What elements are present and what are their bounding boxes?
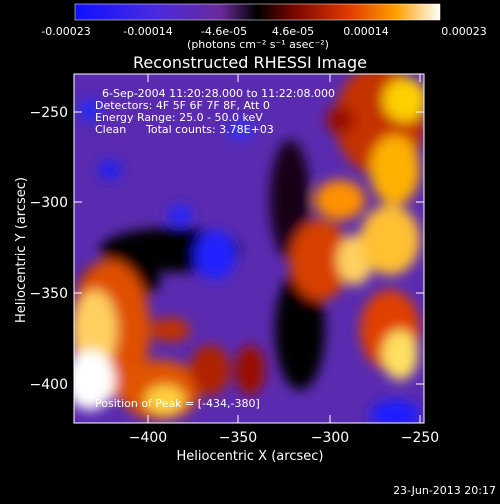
plot-frame — [73, 73, 425, 424]
time-range: 6-Sep-2004 11:20:28.000 to 11:22:08.000 — [102, 87, 335, 100]
colorbar-tick-label: 4.6e-05 — [272, 25, 314, 38]
chart-title: Reconstructed RHESSI Image — [133, 53, 367, 72]
y-axis — [74, 111, 424, 385]
detectors: Detectors: 4F 5F 6F 7F 8F, Att 0 — [95, 99, 270, 112]
energy-range: Energy Range: 25.0 - 50.0 keV — [95, 111, 263, 124]
footer-date: 23-Jun-2013 20:17 — [393, 484, 496, 497]
info-annotations: 6-Sep-2004 11:20:28.000 to 11:22:08.000 … — [95, 87, 335, 410]
y-axis-label: Heliocentric Y (arcsec) — [14, 177, 29, 323]
colorbar-tick-label: 0.00014 — [343, 25, 389, 38]
peak-position: Position of Peak = [-434,-380] — [95, 397, 260, 410]
colorbar — [74, 3, 441, 21]
total-counts: Total counts: 3.78E+03 — [145, 123, 274, 136]
colorbar-tick-label: 0.00023 — [441, 25, 487, 38]
colorbar-tick-label: -0.00023 — [41, 25, 90, 38]
heatmap — [74, 74, 424, 423]
y-tick-label: −350 — [30, 286, 68, 302]
x-tick-label: −350 — [219, 430, 257, 446]
x-axis — [147, 74, 421, 423]
colorbar-tick-label: -4.6e-05 — [201, 25, 247, 38]
colorbar-ticks: -0.00023 -0.00014 -4.6e-05 4.6e-05 0.000… — [41, 25, 486, 38]
x-tick-label: −300 — [311, 430, 349, 446]
colorbar-unit: (photons cm⁻² s⁻¹ asec⁻²) — [187, 38, 329, 51]
colorbar-tick-label: -0.00014 — [123, 25, 172, 38]
x-tick-label: −400 — [129, 430, 167, 446]
algorithm: Clean — [95, 123, 126, 136]
y-tick-label: −250 — [30, 105, 68, 121]
x-axis-label: Heliocentric X (arcsec) — [177, 449, 324, 464]
y-tick-label: −400 — [30, 377, 68, 393]
y-tick-label: −300 — [30, 195, 68, 211]
x-tick-label: −250 — [401, 430, 439, 446]
